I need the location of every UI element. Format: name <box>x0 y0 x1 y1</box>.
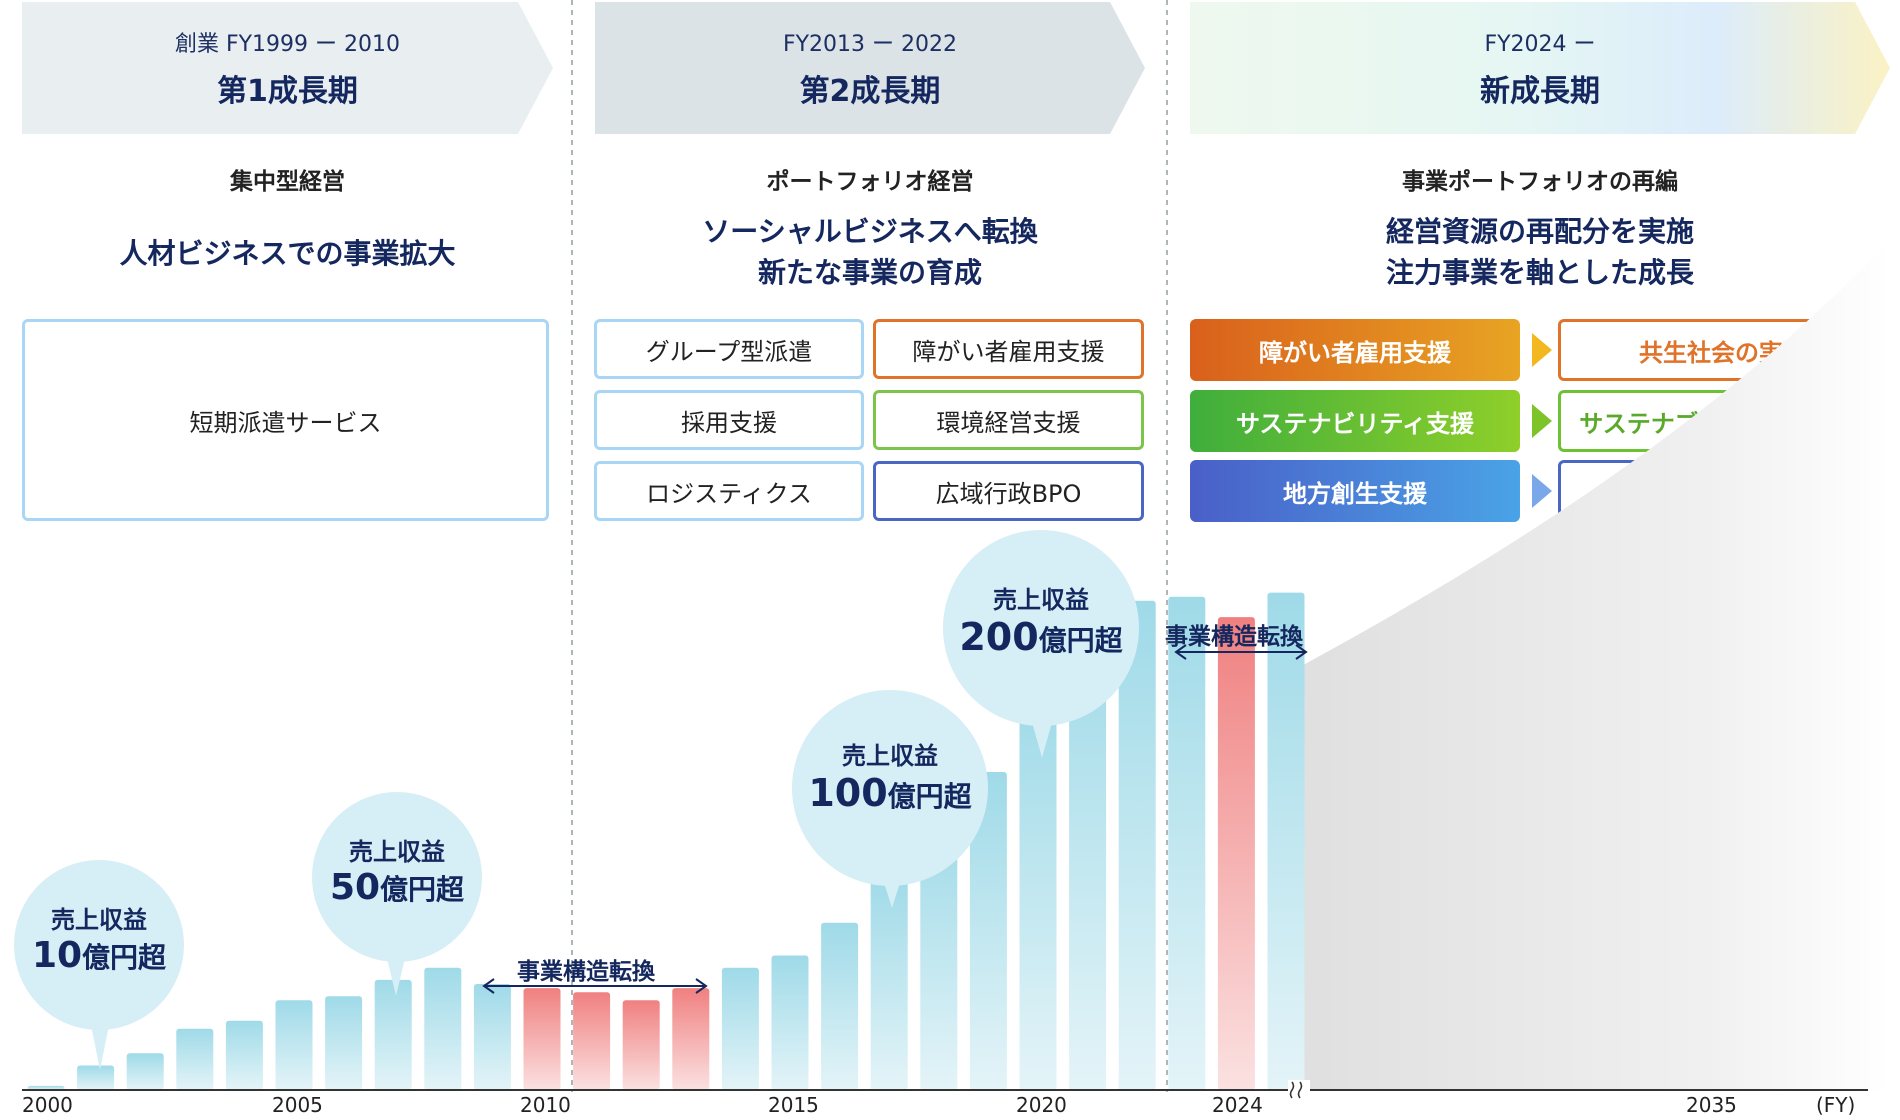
bubble-tail <box>90 1020 110 1070</box>
bar-2014 <box>771 955 809 1090</box>
phase2-business-box: 広域行政BPO <box>873 461 1144 521</box>
transition-label-2: 事業構造転換 <box>1165 624 1303 650</box>
phase3-name: 新成長期 <box>1480 74 1600 109</box>
milestone-unit: 億円超 <box>82 941 167 974</box>
phase1-mode: 集中型経営 <box>230 169 345 195</box>
phase2-mode: ポートフォリオ経営 <box>766 169 974 195</box>
phase3-years: FY2024 ー <box>1484 32 1596 57</box>
milestone-label: 売上収益 <box>51 906 147 934</box>
x-tick-label: 2000 <box>22 1093 73 1117</box>
phase3-mode: 事業ポートフォリオの再編 <box>1402 169 1678 195</box>
milestone-value: 10 <box>31 935 83 976</box>
bar-2016 <box>870 873 908 1090</box>
phase2-headline: ソーシャルビジネスへ転換 新たな事業の育成 <box>595 211 1145 293</box>
milestone-bubble: 売上収益 100億円超 <box>792 690 988 886</box>
milestone-unit: 億円超 <box>1038 624 1123 657</box>
bar-2021 <box>1118 600 1156 1090</box>
bar-2007 <box>424 967 462 1090</box>
milestone-label: 売上収益 <box>842 742 938 770</box>
milestone-label: 売上収益 <box>993 586 1089 614</box>
bar-2010 <box>573 992 611 1090</box>
milestone-value: 100 <box>808 771 888 815</box>
phase2-business-box: 障がい者雇用支援 <box>873 319 1144 379</box>
phase1-headline-line: 人材ビジネスでの事業拡大 <box>119 237 456 270</box>
phase3-headline-line2: 注力事業を軸とした成長 <box>1385 256 1694 289</box>
phase3-headline-line1: 経営資源の再配分を実施 <box>1385 215 1694 248</box>
x-tick-label: 2005 <box>272 1093 323 1117</box>
bar-2004 <box>275 1000 313 1090</box>
transition-label-1: 事業構造転換 <box>517 959 655 985</box>
bar-2005 <box>325 996 363 1090</box>
phase3-business-box: 地方創生支援 <box>1190 460 1520 522</box>
arrow-right-icon <box>1532 404 1552 438</box>
phase3-business-box: 障がい者雇用支援 <box>1190 319 1520 381</box>
arrow-right-icon <box>1532 333 1552 367</box>
phase3-header: FY2024 ー 新成長期 <box>1190 0 1890 134</box>
bar-2013 <box>721 967 759 1090</box>
bar-2015 <box>821 922 859 1090</box>
bar-2006 <box>374 979 412 1090</box>
phase2-header: FY2013 ー 2022 第2成長期 <box>595 0 1145 134</box>
milestone-bubble: 売上収益 200億円超 <box>943 530 1139 726</box>
phase3-arrows <box>1532 333 1552 508</box>
phase2-headline-line1: ソーシャルビジネスへ転換 <box>702 215 1038 248</box>
phase1-header: 創業 FY1999 ー 2010 第1成長期 <box>22 0 553 134</box>
phase-banners <box>22 2 1890 134</box>
milestone-bubble: 売上収益 50億円超 <box>312 792 482 962</box>
phase2-business-box: ロジスティクス <box>594 461 864 521</box>
bar-2017 <box>920 820 958 1090</box>
phase2-headline-line2: 新たな事業の育成 <box>757 256 982 289</box>
bar-2018 <box>969 772 1007 1090</box>
phase1-name: 第1成長期 <box>217 74 358 109</box>
phase3-business-box: サステナビリティ支援 <box>1190 390 1520 452</box>
phase3-headline: 経営資源の再配分を実施 注力事業を軸とした成長 <box>1190 211 1890 293</box>
phase2-business-box: 採用支援 <box>594 390 864 450</box>
milestone-bubble: 売上収益 10億円超 <box>14 860 184 1030</box>
x-tick-label: 2015 <box>768 1093 819 1117</box>
bar-2009 <box>523 988 561 1090</box>
transition-arrow-1 <box>482 978 708 994</box>
phase1-years: 創業 FY1999 ー 2010 <box>174 32 401 57</box>
phase2-business-box: グループ型派遣 <box>594 319 864 379</box>
bar-1999 <box>27 1085 65 1090</box>
bar-2008 <box>473 984 511 1090</box>
arrow-right-icon <box>1532 474 1552 508</box>
milestone-value: 200 <box>959 615 1039 659</box>
phase1-headline: 人材ビジネスでの事業拡大 <box>22 233 553 274</box>
bar-2000 <box>77 1065 115 1090</box>
bar-2002 <box>176 1028 214 1090</box>
bar-2001 <box>126 1053 164 1090</box>
milestone-value: 50 <box>329 867 381 908</box>
bar-2012 <box>672 988 710 1090</box>
milestone-unit: 億円超 <box>380 873 465 906</box>
milestone-label: 売上収益 <box>349 838 445 866</box>
phase2-years: FY2013 ー 2022 <box>782 32 958 57</box>
bar-2023 <box>1217 617 1255 1090</box>
x-tick-label: 2020 <box>1016 1093 1067 1117</box>
phase2-name: 第2成長期 <box>799 74 941 109</box>
x-tick-label: 2024 <box>1212 1093 1263 1117</box>
x-unit-label: (FY) <box>1816 1093 1856 1117</box>
phase1-banner <box>22 2 553 134</box>
bar-2020 <box>1069 621 1107 1090</box>
bar-2019 <box>1019 690 1057 1090</box>
bar-2003 <box>225 1020 263 1090</box>
transition-arrow-2 <box>1174 644 1308 660</box>
phase1-business-box: 短期派遣サービス <box>22 319 549 521</box>
bar-2011 <box>622 1000 660 1090</box>
phase2-business-box: 環境経営支援 <box>873 390 1144 450</box>
bar-2024 <box>1267 592 1305 1090</box>
x-tick-label: 2010 <box>520 1093 571 1117</box>
future-growth-area <box>1268 240 1890 1090</box>
axis-break-icon <box>1288 1080 1310 1100</box>
milestone-unit: 億円超 <box>887 780 972 813</box>
x-tick-label: 2035 <box>1686 1093 1737 1117</box>
phase3-banner <box>1190 2 1890 134</box>
bar-2022 <box>1168 596 1206 1090</box>
phase2-banner <box>595 2 1145 134</box>
